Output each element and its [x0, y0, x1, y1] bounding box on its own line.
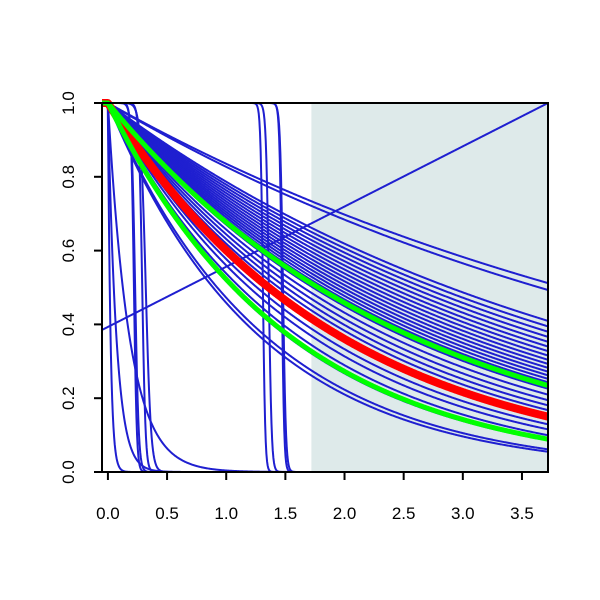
series-line-blue-10: [101, 102, 549, 361]
x-tick-label: 1.0: [214, 504, 238, 523]
series-line-red-42: [98, 99, 552, 421]
series-line-blue-13: [101, 102, 549, 373]
series-line-blue-9: [101, 102, 549, 357]
x-tick-label: 3.5: [510, 504, 534, 523]
series-line-blue-11: [101, 102, 549, 365]
series-line-blue-20: [101, 102, 549, 407]
x-tick-label: 0.0: [96, 504, 120, 523]
series-line-blue-14: [101, 102, 549, 377]
x-axis: 0.0 0.5 1.0 1.5 2.0 2.5 3.0 3.5: [96, 472, 534, 523]
series-line-blue-25: [101, 102, 549, 431]
series-line-blue-8: [101, 102, 549, 353]
x-tick-label: 3.0: [451, 504, 475, 523]
series-line-blue-24: [101, 102, 549, 426]
series-line-blue-1: [101, 102, 549, 291]
series-line-green-44: [100, 100, 550, 442]
x-tick-label: 2.0: [333, 504, 357, 523]
series-line-green-43: [100, 100, 550, 388]
y-axis: 0.0 0.2 0.4 0.6 0.8 1.0: [59, 91, 102, 484]
x-tick-label: 2.5: [392, 504, 416, 523]
series-line-blue-2: [101, 102, 549, 322]
plot-frame: [101, 102, 549, 473]
y-tick-label: 0.6: [59, 239, 78, 263]
y-tick-label: 0.0: [59, 460, 78, 484]
series-line-blue-19: [101, 102, 549, 402]
series-line-blue-3: [101, 102, 549, 328]
x-tick-label: 1.5: [274, 504, 298, 523]
series-line-blue-5: [101, 102, 549, 338]
y-tick-label: 0.2: [59, 386, 78, 410]
series-line-blue-26: [101, 102, 549, 437]
series-line-blue-4: [101, 102, 549, 333]
series-line-blue-0: [101, 102, 549, 285]
series-line-blue-18: [101, 102, 549, 396]
series-line-blue-12: [101, 102, 549, 369]
y-tick-label: 0.8: [59, 165, 78, 189]
series-line-blue-29: [101, 102, 549, 453]
y-tick-label: 0.4: [59, 313, 78, 337]
y-tick-label: 1.0: [59, 91, 78, 115]
series-line-blue-6: [101, 102, 549, 343]
series-line-blue-7: [101, 102, 549, 348]
series-line-blue-28: [101, 102, 549, 451]
series-line-blue-41: [101, 102, 549, 331]
x-tick-label: 0.5: [155, 504, 179, 523]
